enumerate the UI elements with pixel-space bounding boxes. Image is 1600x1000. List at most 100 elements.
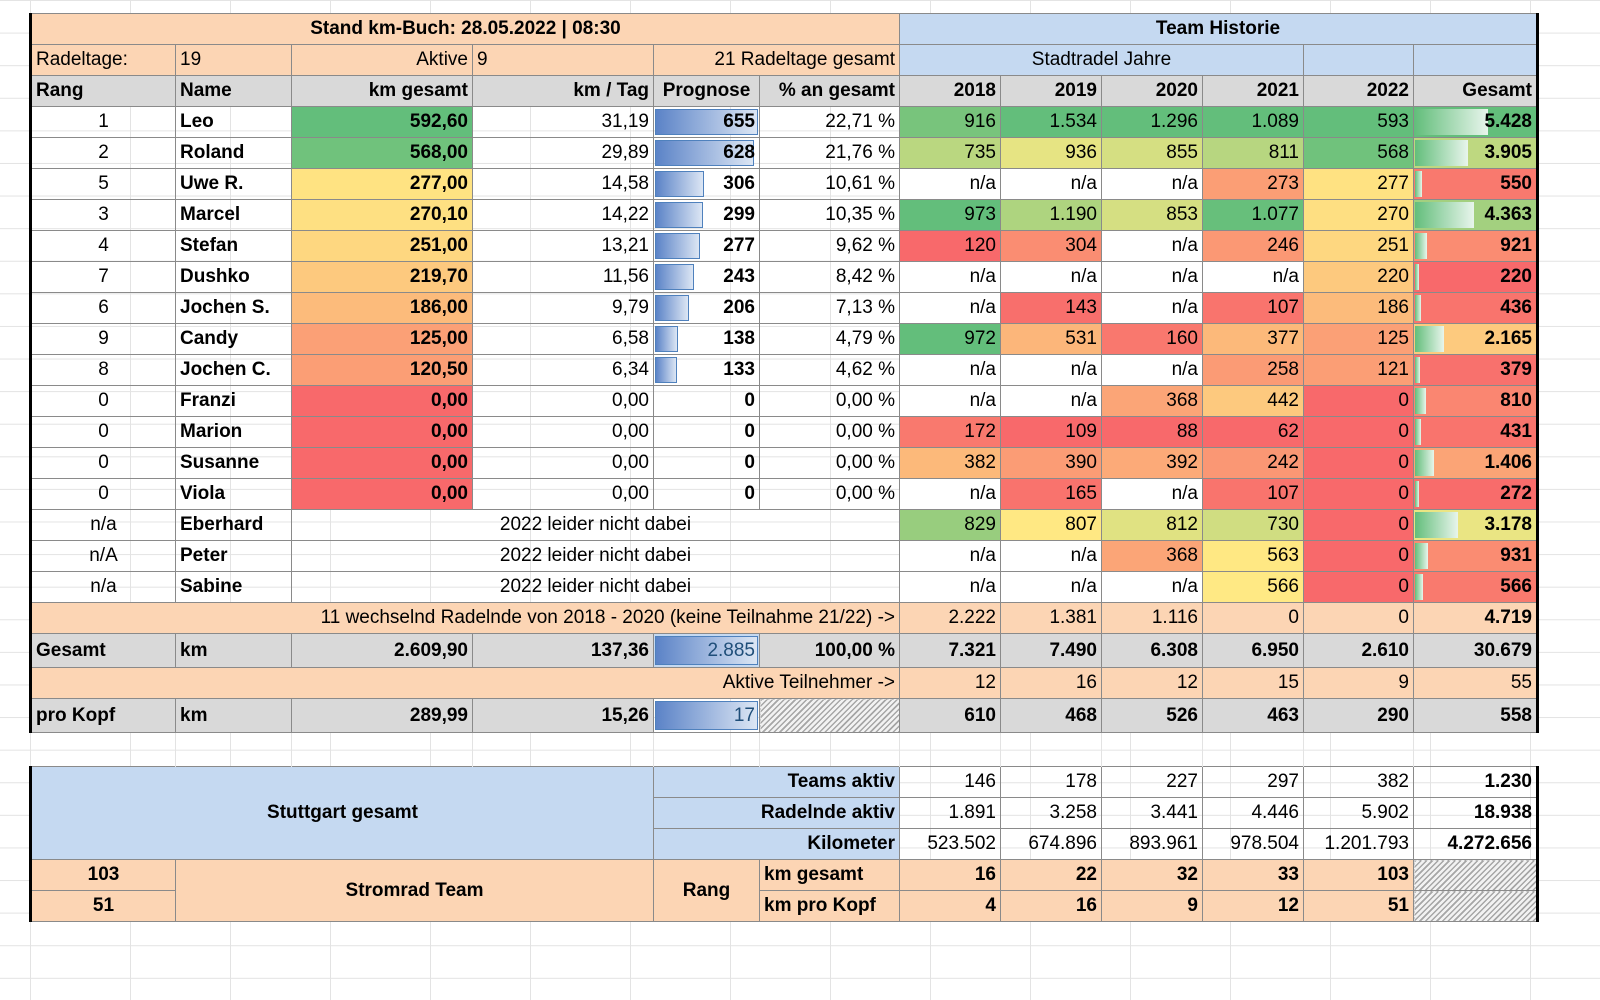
- gesamt-cell[interactable]: 436: [1413, 292, 1539, 324]
- name-cell[interactable]: Franzi: [175, 385, 292, 417]
- year-y20-cell[interactable]: n/a: [1101, 168, 1203, 200]
- stuttgart-y18[interactable]: 523.502: [899, 828, 1001, 860]
- year-y19-cell[interactable]: 109: [1000, 416, 1102, 448]
- year-y22-cell[interactable]: 270: [1303, 199, 1414, 231]
- name-cell[interactable]: Peter: [175, 540, 292, 572]
- empty-cell[interactable]: [899, 732, 1001, 767]
- prokopf-label[interactable]: pro Kopf: [29, 698, 176, 733]
- stuttgart-y22[interactable]: 5.902: [1303, 797, 1414, 829]
- gesamt-kmtag[interactable]: 137,36: [472, 633, 654, 668]
- stuttgart-y21[interactable]: 297: [1202, 766, 1304, 798]
- gesamt-cell[interactable]: 3.905: [1413, 137, 1539, 169]
- km-tag-cell[interactable]: 31,19: [472, 106, 654, 138]
- column-header-2022[interactable]: 2022: [1303, 75, 1414, 107]
- empty-cell[interactable]: [291, 732, 473, 767]
- year-y21-cell[interactable]: 566: [1202, 571, 1304, 603]
- prokopf-y18[interactable]: 610: [899, 698, 1001, 733]
- stromrad-y22[interactable]: 51: [1303, 890, 1414, 922]
- stuttgart-total[interactable]: 1.230: [1413, 766, 1539, 798]
- prognose-cell[interactable]: 138: [653, 323, 760, 355]
- stromrad-row-label[interactable]: km pro Kopf: [759, 890, 900, 922]
- prokopf-km[interactable]: 289,99: [291, 698, 473, 733]
- stromrad-y21[interactable]: 12: [1202, 890, 1304, 922]
- km-gesamt-cell[interactable]: 0,00: [291, 447, 473, 479]
- inactive-note[interactable]: 2022 leider nicht dabei: [291, 571, 900, 603]
- year-y18-cell[interactable]: 829: [899, 509, 1001, 541]
- inactive-note[interactable]: 2022 leider nicht dabei: [291, 540, 900, 572]
- prognose-cell[interactable]: 0: [653, 385, 760, 417]
- pct-cell[interactable]: 0,00 %: [759, 478, 900, 510]
- year-y22-cell[interactable]: 220: [1303, 261, 1414, 293]
- stuttgart-y19[interactable]: 674.896: [1000, 828, 1102, 860]
- pct-cell[interactable]: 10,61 %: [759, 168, 900, 200]
- name-cell[interactable]: Candy: [175, 323, 292, 355]
- year-y18-cell[interactable]: n/a: [899, 261, 1001, 293]
- column-header-gesamt[interactable]: Gesamt: [1413, 75, 1539, 107]
- stromrad-rang-label[interactable]: Rang: [653, 859, 760, 922]
- prognose-cell[interactable]: 0: [653, 478, 760, 510]
- column-header-km-gesamt[interactable]: km gesamt: [291, 75, 473, 107]
- year-y22-cell[interactable]: 0: [1303, 571, 1414, 603]
- stuttgart-y20[interactable]: 227: [1101, 766, 1203, 798]
- km-tag-cell[interactable]: 0,00: [472, 478, 654, 510]
- year-y19-cell[interactable]: 531: [1000, 323, 1102, 355]
- pct-cell[interactable]: 10,35 %: [759, 199, 900, 231]
- year-y20-cell[interactable]: n/a: [1101, 571, 1203, 603]
- year-y21-cell[interactable]: 1.089: [1202, 106, 1304, 138]
- km-gesamt-cell[interactable]: 125,00: [291, 323, 473, 355]
- km-tag-cell[interactable]: 14,58: [472, 168, 654, 200]
- stuttgart-y19[interactable]: 3.258: [1000, 797, 1102, 829]
- year-y20-cell[interactable]: n/a: [1101, 292, 1203, 324]
- aktive-label[interactable]: Aktive: [291, 44, 473, 76]
- gesamt-cell[interactable]: 431: [1413, 416, 1539, 448]
- empty-cell[interactable]: [1413, 732, 1538, 767]
- year-y18-cell[interactable]: 973: [899, 199, 1001, 231]
- stromrad-y19[interactable]: 16: [1000, 890, 1102, 922]
- name-cell[interactable]: Marcel: [175, 199, 292, 231]
- km-tag-cell[interactable]: 29,89: [472, 137, 654, 169]
- aktive-y20[interactable]: 12: [1101, 667, 1203, 699]
- prokopf-hatch[interactable]: [759, 698, 900, 733]
- year-y22-cell[interactable]: 121: [1303, 354, 1414, 386]
- year-y21-cell[interactable]: 242: [1202, 447, 1304, 479]
- blank-2022[interactable]: [1303, 44, 1414, 76]
- prognose-cell[interactable]: 0: [653, 447, 760, 479]
- name-cell[interactable]: Jochen S.: [175, 292, 292, 324]
- stuttgart-row-label[interactable]: Teams aktiv: [653, 766, 900, 798]
- gesamt-prognose[interactable]: 2.885: [653, 633, 760, 668]
- year-y22-cell[interactable]: 277: [1303, 168, 1414, 200]
- prognose-cell[interactable]: 0: [653, 416, 760, 448]
- empty-cell[interactable]: [1101, 732, 1203, 767]
- empty-cell[interactable]: [1303, 732, 1414, 767]
- stromrad-hatch[interactable]: [1413, 859, 1539, 891]
- aktive-y18[interactable]: 12: [899, 667, 1001, 699]
- year-y22-cell[interactable]: 593: [1303, 106, 1414, 138]
- rang-cell[interactable]: 6: [29, 292, 176, 324]
- year-y20-cell[interactable]: n/a: [1101, 230, 1203, 262]
- year-y21-cell[interactable]: 730: [1202, 509, 1304, 541]
- column-header-2021[interactable]: 2021: [1202, 75, 1304, 107]
- year-y19-cell[interactable]: n/a: [1000, 385, 1102, 417]
- column-header-2020[interactable]: 2020: [1101, 75, 1203, 107]
- year-y19-cell[interactable]: 1.534: [1000, 106, 1102, 138]
- gesamt-cell[interactable]: 921: [1413, 230, 1539, 262]
- km-gesamt-cell[interactable]: 277,00: [291, 168, 473, 200]
- stuttgart-gesamt-label[interactable]: Stuttgart gesamt: [29, 766, 654, 860]
- year-y20-cell[interactable]: n/a: [1101, 354, 1203, 386]
- stromrad-row-label[interactable]: km gesamt: [759, 859, 900, 891]
- year-y20-cell[interactable]: 392: [1101, 447, 1203, 479]
- gesamt-cell[interactable]: 272: [1413, 478, 1539, 510]
- prognose-cell[interactable]: 306: [653, 168, 760, 200]
- year-y21-cell[interactable]: 442: [1202, 385, 1304, 417]
- stromrad-team-label[interactable]: Stromrad Team: [175, 859, 654, 922]
- year-y18-cell[interactable]: n/a: [899, 354, 1001, 386]
- gesamt-y21[interactable]: 6.950: [1202, 633, 1304, 668]
- wechselnd-y20[interactable]: 1.116: [1101, 602, 1203, 634]
- prokopf-y20[interactable]: 526: [1101, 698, 1203, 733]
- year-y18-cell[interactable]: 382: [899, 447, 1001, 479]
- column-header-km-tag[interactable]: km / Tag: [472, 75, 654, 107]
- year-y20-cell[interactable]: 368: [1101, 540, 1203, 572]
- year-y18-cell[interactable]: 916: [899, 106, 1001, 138]
- year-y19-cell[interactable]: 1.190: [1000, 199, 1102, 231]
- year-y19-cell[interactable]: n/a: [1000, 168, 1102, 200]
